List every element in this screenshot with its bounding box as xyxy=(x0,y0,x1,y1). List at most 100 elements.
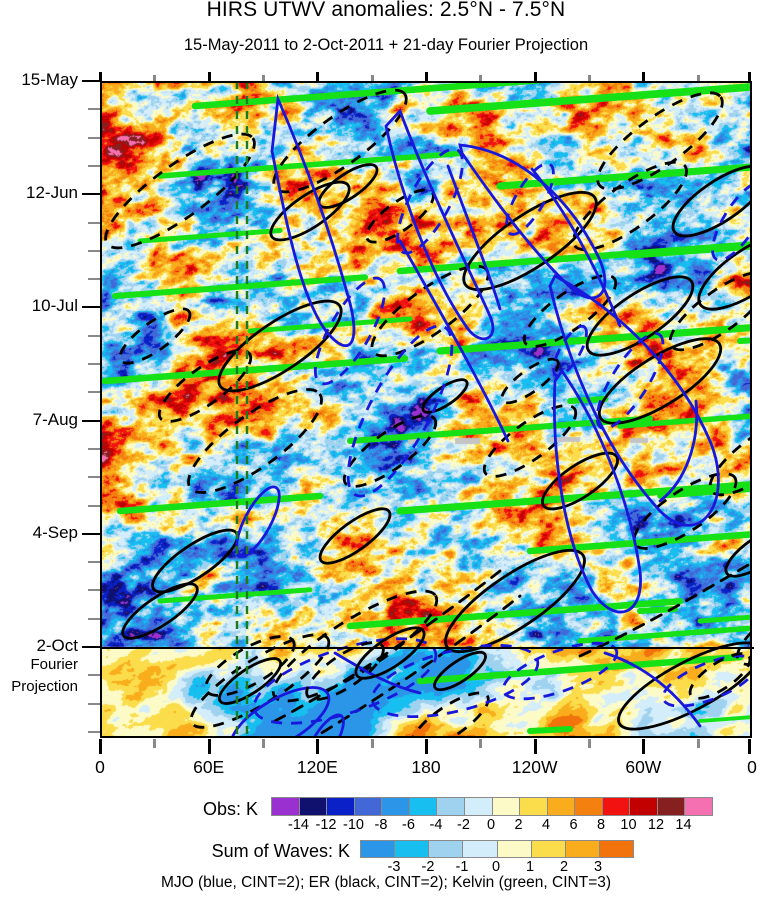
er-contour xyxy=(462,190,598,292)
figure-caption: MJO (blue, CINT=2); ER (black, CINT=2); … xyxy=(160,874,612,891)
x-axis-major-tick-top xyxy=(425,72,428,81)
y-axis-minor-tick xyxy=(88,249,100,252)
mjo-contour xyxy=(553,368,642,614)
colorbar-waves-swatch xyxy=(361,841,396,857)
mjo-contour xyxy=(384,108,495,341)
colorbar-waves-swatch xyxy=(599,841,633,857)
x-axis-major-tick xyxy=(316,739,320,754)
kelvin-contour xyxy=(697,614,752,624)
kelvin-contour xyxy=(247,316,413,334)
x-axis-label-60e: 60E xyxy=(193,757,225,777)
mjo-contour xyxy=(270,93,356,347)
colorbar-obs-swatch xyxy=(492,798,521,815)
hovmoller-plot-area xyxy=(100,81,752,738)
x-axis-label-120e: 120E xyxy=(296,757,338,777)
kelvin-contour xyxy=(627,244,752,259)
colorbar-obs-tick-label: -6 xyxy=(402,817,415,833)
mjo-contour xyxy=(305,713,345,738)
x-axis-minor-tick xyxy=(696,739,700,748)
kelvin-contour xyxy=(496,163,752,190)
colorbar-obs-tick-label: 12 xyxy=(647,817,665,833)
x-axis-major-tick xyxy=(642,739,646,754)
er-contour xyxy=(617,641,752,731)
x-axis-major-tick-top xyxy=(642,72,646,81)
colorbar-obs-tick-label: -14 xyxy=(288,817,309,833)
y-axis-minor-tick xyxy=(88,702,100,705)
anomaly-field-canvas xyxy=(100,81,752,738)
er-contour xyxy=(217,299,343,393)
x-axis-minor-tick-top xyxy=(588,75,591,81)
y-axis-label-projection: Projection xyxy=(11,678,78,695)
er-contour xyxy=(349,732,452,738)
er-contour xyxy=(541,451,619,511)
colorbar-obs-tick-label: -2 xyxy=(457,817,470,833)
colorbar-obs-tick-label: -4 xyxy=(429,817,443,833)
er-contour xyxy=(654,736,747,738)
er-contour xyxy=(410,691,490,738)
y-axis-major-tick xyxy=(82,193,100,196)
mjo-contour xyxy=(552,324,588,378)
x-axis-label-0: 0 xyxy=(747,757,757,777)
mjo-contour xyxy=(235,485,281,557)
y-axis-major-tick xyxy=(82,419,100,422)
er-contour xyxy=(482,404,578,478)
mjo-contour xyxy=(333,651,422,695)
mjo-contour xyxy=(370,643,540,719)
x-axis-minor-tick xyxy=(153,739,157,748)
x-axis-minor-tick-top xyxy=(262,75,265,81)
colorbar-obs-bar xyxy=(271,797,713,816)
colorbar-obs-tick-label: 2 xyxy=(514,817,523,833)
y-axis-minor-tick xyxy=(88,561,100,564)
mjo-contour xyxy=(661,654,752,708)
y-axis-minor-tick xyxy=(88,164,100,167)
er-contour xyxy=(632,472,738,550)
mjo-contour xyxy=(548,274,720,527)
y-axis-labels: 15-May 12-Jun 10-Jul 7-Aug 4-Sep 2-Oct Fourier… xyxy=(0,0,78,899)
x-axis-minor-tick-top xyxy=(479,75,483,81)
mjo-contour xyxy=(658,399,699,503)
colorbar-waves-title: Sum of Waves: K xyxy=(211,841,350,861)
colorbar-obs-tick-label: 0 xyxy=(486,817,496,833)
er-contour xyxy=(271,589,439,703)
colorbar-obs-swatch xyxy=(547,798,576,815)
y-axis-minor-tick xyxy=(88,108,100,111)
y-axis-major-tick xyxy=(82,80,100,82)
kelvin-contour xyxy=(697,324,752,334)
colorbar-waves-swatch xyxy=(395,841,430,857)
colorbar-waves-swatch xyxy=(463,841,498,857)
x-axis-label-60w: 60W xyxy=(625,757,662,777)
colorbar-waves-tick-label: 2 xyxy=(559,859,569,875)
mjo-contour xyxy=(711,180,752,262)
x-axis-minor-tick xyxy=(262,739,265,748)
x-axis-minor-tick-top xyxy=(696,75,700,81)
colorbar-waves-bar xyxy=(360,840,634,858)
colorbar-obs-swatch xyxy=(382,798,410,815)
er-contour xyxy=(572,160,688,252)
kelvin-contour xyxy=(346,597,684,630)
y-axis-label-2-oct: 2-Oct xyxy=(36,636,78,655)
x-axis-major-tick-top xyxy=(533,72,537,81)
colorbar-obs-swatch xyxy=(685,798,712,815)
mjo-contour xyxy=(229,686,331,738)
y-axis-minor-tick xyxy=(88,674,100,677)
er-contour xyxy=(310,594,522,738)
mjo-contour xyxy=(595,331,665,431)
kelvin-contour xyxy=(191,81,573,110)
colorbar-obs-title: Obs: K xyxy=(202,799,258,819)
x-axis-minor-tick xyxy=(479,739,483,748)
colorbar-obs-swatch xyxy=(437,798,465,815)
er-contour xyxy=(269,180,351,242)
y-axis-label-fourier: Fourier xyxy=(30,656,78,673)
colorbar-obs-tick-label: 10 xyxy=(620,817,637,833)
kelvin-contour xyxy=(617,413,752,429)
mjo-contour xyxy=(398,239,510,443)
colorbar-obs-swatch xyxy=(657,798,686,815)
y-axis-minor-tick xyxy=(88,589,100,592)
y-axis-minor-tick xyxy=(88,136,100,139)
mjo-contour xyxy=(313,276,387,386)
x-axis-label-180: 180 xyxy=(411,757,441,777)
x-axis-major-tick xyxy=(425,739,428,754)
y-axis-minor-tick xyxy=(88,504,100,507)
er-contour xyxy=(671,164,752,238)
